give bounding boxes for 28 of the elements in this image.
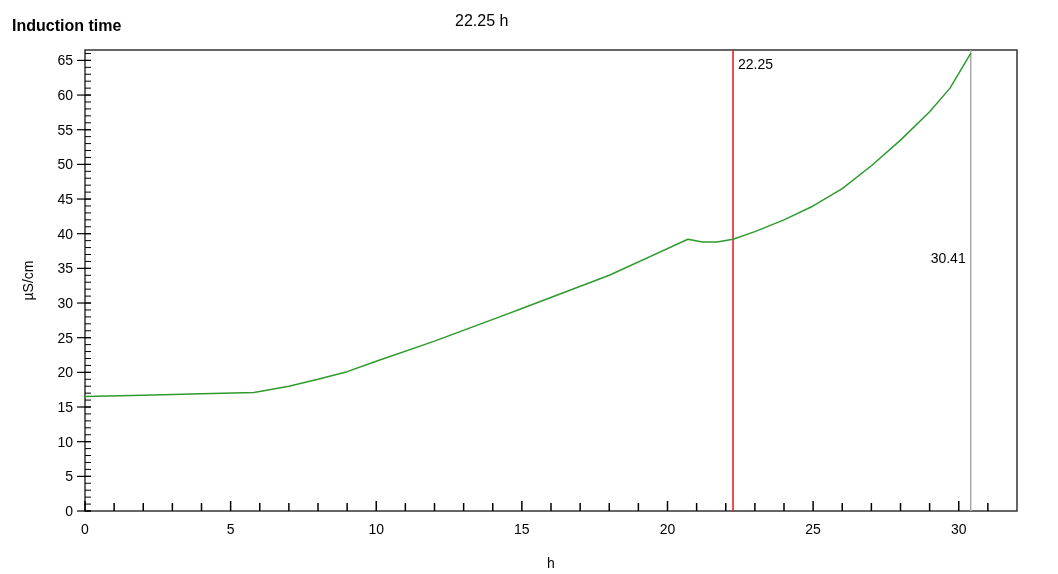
line-series (84, 52, 972, 398)
y-tick-label: 45 (57, 191, 74, 208)
y-tick-label: 60 (57, 87, 74, 104)
y-axis-title: µS/cm (20, 260, 36, 301)
x-tick-label: 15 (514, 521, 530, 537)
y-tick-label: 40 (57, 225, 74, 242)
chart-title: Induction time (12, 17, 122, 34)
x-tick-label: 10 (368, 521, 385, 537)
y-tick-label: 55 (57, 121, 74, 138)
x-tick-label: 30 (950, 521, 967, 537)
x-tick-label: 0 (81, 521, 90, 537)
y-tick-label: 30 (57, 295, 74, 312)
y-tick-label: 65 (57, 52, 74, 69)
y-tick-label: 25 (57, 329, 74, 346)
y-tick-label: 20 (57, 364, 74, 381)
y-tick-label: 0 (65, 503, 74, 519)
ref-line-label: 30.41 (930, 249, 966, 266)
ref-line-label: 22.25 (738, 56, 774, 72)
x-tick-label: 20 (659, 521, 676, 537)
x-axis-title: h (547, 555, 555, 571)
y-tick-label: 35 (57, 260, 74, 277)
y-tick-label: 15 (57, 399, 74, 416)
y-tick-label: 5 (65, 468, 74, 485)
y-tick-label: 50 (57, 156, 74, 173)
x-tick-label: 5 (226, 521, 235, 537)
x-tick-label: 25 (805, 521, 822, 537)
y-tick-label: 10 (57, 433, 74, 450)
chart-subtitle: 22.25 h (455, 12, 509, 29)
